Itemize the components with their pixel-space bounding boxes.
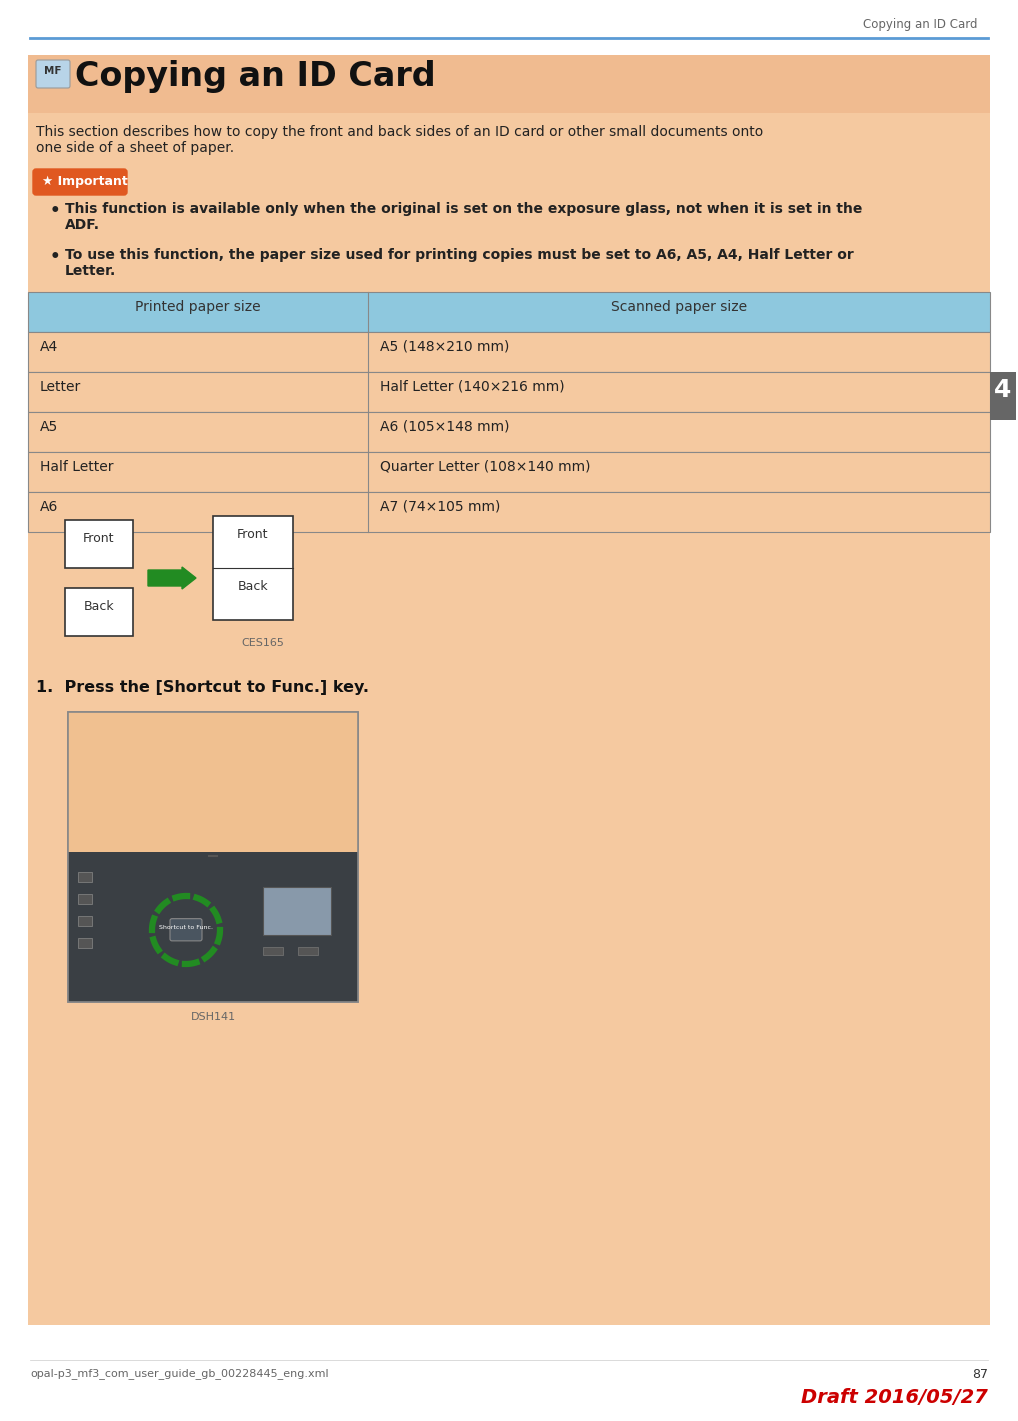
Text: Back: Back [237, 580, 269, 593]
Text: •: • [50, 202, 61, 220]
FancyBboxPatch shape [78, 894, 92, 904]
FancyBboxPatch shape [65, 520, 133, 568]
FancyBboxPatch shape [78, 872, 92, 882]
Text: Back: Back [83, 600, 114, 612]
Text: Copying an ID Card: Copying an ID Card [863, 18, 978, 31]
FancyBboxPatch shape [170, 918, 202, 941]
Text: •: • [50, 249, 61, 266]
Text: This section describes how to copy the front and back sides of an ID card or oth: This section describes how to copy the f… [36, 125, 764, 155]
FancyBboxPatch shape [29, 492, 989, 531]
FancyBboxPatch shape [989, 372, 1016, 421]
FancyBboxPatch shape [213, 516, 293, 620]
FancyBboxPatch shape [78, 938, 92, 948]
FancyBboxPatch shape [29, 55, 989, 1324]
Text: A6: A6 [40, 500, 58, 514]
Text: A5 (148×210 mm): A5 (148×210 mm) [380, 340, 509, 354]
Text: Scanned paper size: Scanned paper size [611, 300, 747, 314]
Text: opal-p3_mf3_com_user_guide_gb_00228445_eng.xml: opal-p3_mf3_com_user_guide_gb_00228445_e… [30, 1368, 329, 1378]
Text: A4: A4 [40, 340, 58, 354]
Text: A6 (105×148 mm): A6 (105×148 mm) [380, 421, 509, 433]
FancyBboxPatch shape [29, 372, 989, 412]
Text: Letter: Letter [40, 379, 81, 394]
Text: ★ Important: ★ Important [42, 175, 127, 188]
Text: 87: 87 [972, 1368, 988, 1381]
FancyBboxPatch shape [36, 60, 70, 88]
Text: Half Letter (140×216 mm): Half Letter (140×216 mm) [380, 379, 565, 394]
Text: Copying an ID Card: Copying an ID Card [75, 60, 436, 92]
FancyBboxPatch shape [29, 412, 989, 452]
Text: Quarter Letter (108×140 mm): Quarter Letter (108×140 mm) [380, 460, 590, 475]
FancyBboxPatch shape [78, 917, 92, 926]
FancyBboxPatch shape [65, 588, 133, 637]
FancyBboxPatch shape [263, 946, 283, 955]
Text: CES165: CES165 [241, 638, 284, 648]
Text: To use this function, the paper size used for printing copies must be set to A6,: To use this function, the paper size use… [65, 249, 854, 279]
FancyBboxPatch shape [298, 946, 318, 955]
FancyBboxPatch shape [29, 55, 989, 114]
FancyBboxPatch shape [263, 887, 331, 935]
FancyBboxPatch shape [29, 333, 989, 372]
FancyBboxPatch shape [29, 452, 989, 492]
Text: A5: A5 [40, 421, 58, 433]
Text: Half Letter: Half Letter [40, 460, 113, 475]
FancyBboxPatch shape [68, 712, 358, 853]
Text: Draft 2016/05/27: Draft 2016/05/27 [801, 1388, 988, 1407]
FancyBboxPatch shape [29, 291, 989, 333]
FancyArrow shape [148, 567, 196, 588]
Text: Printed paper size: Printed paper size [135, 300, 261, 314]
Text: This function is available only when the original is set on the exposure glass, : This function is available only when the… [65, 202, 862, 232]
Text: DSH141: DSH141 [190, 1012, 235, 1022]
Text: Shortcut to Func.: Shortcut to Func. [159, 925, 213, 929]
FancyBboxPatch shape [68, 853, 358, 1002]
Text: Front: Front [237, 529, 269, 541]
FancyBboxPatch shape [68, 712, 358, 1002]
Text: 4: 4 [995, 378, 1012, 402]
Text: A7 (74×105 mm): A7 (74×105 mm) [380, 500, 501, 514]
FancyBboxPatch shape [33, 169, 127, 195]
Text: 1.  Press the [Shortcut to Func.] key.: 1. Press the [Shortcut to Func.] key. [36, 681, 369, 695]
Text: MF: MF [44, 65, 62, 75]
Text: Front: Front [83, 531, 115, 546]
